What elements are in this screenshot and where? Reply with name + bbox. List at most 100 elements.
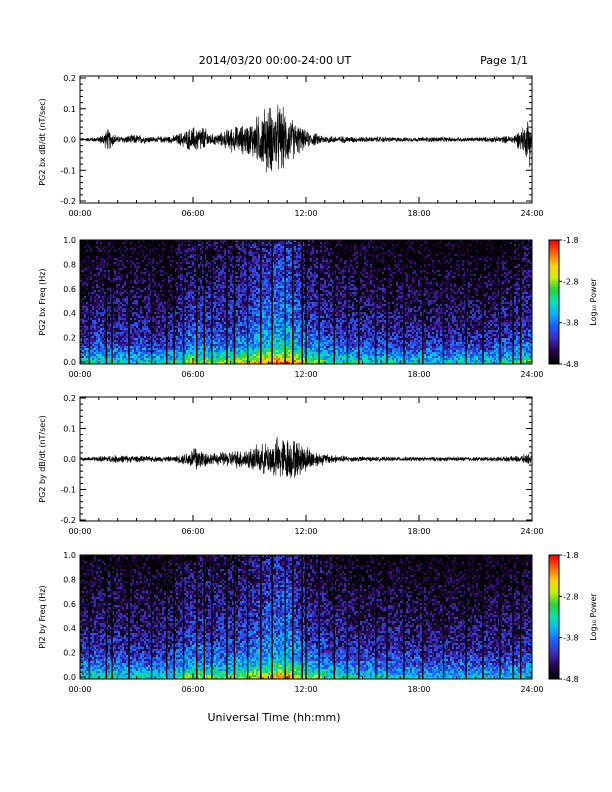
spectrogram-cell — [308, 250, 310, 252]
spectrogram-cell — [236, 248, 238, 250]
spectrogram-cell — [360, 242, 362, 244]
spectrogram-cell — [480, 252, 482, 254]
spectrogram-cell — [350, 242, 352, 244]
spectrogram-cell — [236, 252, 238, 254]
spectrogram-cell — [428, 244, 430, 246]
spectrogram-cell — [158, 242, 160, 244]
spectrogram-cell — [454, 252, 456, 254]
spectrogram-cell — [258, 248, 260, 250]
spectrogram-cell — [326, 246, 328, 248]
spectrogram-cell — [294, 244, 296, 246]
spectrogram-cell — [468, 248, 470, 250]
spectrogram-cell — [424, 250, 426, 252]
spectrogram-cell — [298, 250, 300, 252]
spectrogram-cell — [188, 246, 190, 248]
spectrogram-cell — [276, 248, 278, 250]
spectrogram-cell — [410, 252, 412, 254]
spectrogram-cell — [462, 244, 464, 246]
spectrogram-cell — [368, 246, 370, 248]
spectrogram-cell — [124, 254, 126, 256]
spectrogram-cell — [222, 244, 224, 246]
spectrogram-cell — [408, 246, 410, 248]
spectrogram-cell — [144, 246, 146, 248]
spectrogram-cell — [412, 250, 414, 252]
spectrogram-cell — [290, 244, 292, 246]
spectrogram-cell — [258, 246, 260, 248]
spectrogram-cell — [278, 242, 280, 244]
spectrogram-cell — [516, 252, 518, 254]
spectrogram-cell — [288, 250, 290, 252]
spectrogram-cell — [326, 252, 328, 254]
spectrogram-cell — [478, 246, 480, 248]
spectrogram-cell — [286, 246, 288, 248]
spectrogram-cell — [484, 250, 486, 252]
spectrogram-cell — [314, 244, 316, 246]
spectrogram-cell — [516, 242, 518, 244]
spectrogram-cell — [96, 246, 98, 248]
spectrogram-cell — [370, 250, 372, 252]
spectrogram-cell — [222, 252, 224, 254]
spectrogram-cell — [268, 244, 270, 246]
spectrogram-cell — [254, 244, 256, 246]
spectrogram-cell — [134, 246, 136, 248]
spectrogram-cell — [180, 242, 182, 244]
spectrogram-cell — [148, 250, 150, 252]
spectrogram-cell — [444, 252, 446, 254]
spectrogram-cell — [242, 242, 244, 244]
spectrogram-cell — [134, 252, 136, 254]
spectrogram-cell — [436, 252, 438, 254]
spectrogram-cell — [84, 244, 86, 246]
spectrogram-cell — [120, 246, 122, 248]
spectrogram-cell — [440, 244, 442, 246]
spectrogram-cell — [262, 242, 264, 244]
spectrogram-cell — [198, 244, 200, 246]
spectrogram-cell — [350, 244, 352, 246]
spectrogram-cell — [194, 244, 196, 246]
spectrogram-cell — [282, 250, 284, 252]
spectrogram-cell — [436, 244, 438, 246]
spectrogram-cell — [488, 248, 490, 250]
spectrogram-cell — [162, 250, 164, 252]
spectrogram-cell — [506, 250, 508, 252]
spectrogram-cell — [148, 242, 150, 244]
spectrogram-cell — [396, 242, 398, 244]
spectrogram-cell — [362, 246, 364, 248]
spectrogram-cell — [264, 250, 266, 252]
spectrogram-cell — [102, 252, 104, 254]
spectrogram-cell — [224, 244, 226, 246]
spectrogram-cell — [116, 244, 118, 246]
spectrogram-cell — [526, 248, 528, 250]
spectrogram-cell — [416, 248, 418, 250]
spectrogram-cell — [504, 246, 506, 248]
spectrogram-cell — [472, 246, 474, 248]
spectrogram-cell — [492, 246, 494, 248]
spectrogram-cell — [254, 248, 256, 250]
spectrogram-cell — [468, 250, 470, 252]
spectrogram-cell — [448, 248, 450, 250]
spectrogram-cell — [168, 244, 170, 246]
spectrogram-cell — [392, 248, 394, 250]
spectrogram-cell — [478, 252, 480, 254]
spectrogram-cell — [314, 246, 316, 248]
spectrogram-cell — [476, 244, 478, 246]
spectrogram-cell — [120, 244, 122, 246]
spectrogram-cell — [308, 242, 310, 244]
spectrogram-cell — [114, 254, 116, 256]
spectrogram-cell — [220, 252, 222, 254]
bx-dbdt-x-tick-label: 06:00 — [181, 209, 204, 218]
spectrogram-cell — [454, 246, 456, 248]
spectrogram-cell — [462, 246, 464, 248]
spectrogram-cell — [524, 246, 526, 248]
spectrogram-cell — [156, 252, 158, 254]
spectrogram-cell — [462, 242, 464, 244]
spectrogram-cell — [228, 248, 230, 250]
spectrogram-cell — [138, 246, 140, 248]
spectrogram-cell — [428, 252, 430, 254]
spectrogram-cell — [446, 252, 448, 254]
spectrogram-cell — [298, 246, 300, 248]
spectrogram-cell — [170, 244, 172, 246]
spectrogram-cell — [164, 250, 166, 252]
spectrogram-cell — [336, 252, 338, 254]
spectrogram-cell — [278, 252, 280, 254]
spectrogram-cell — [430, 244, 432, 246]
